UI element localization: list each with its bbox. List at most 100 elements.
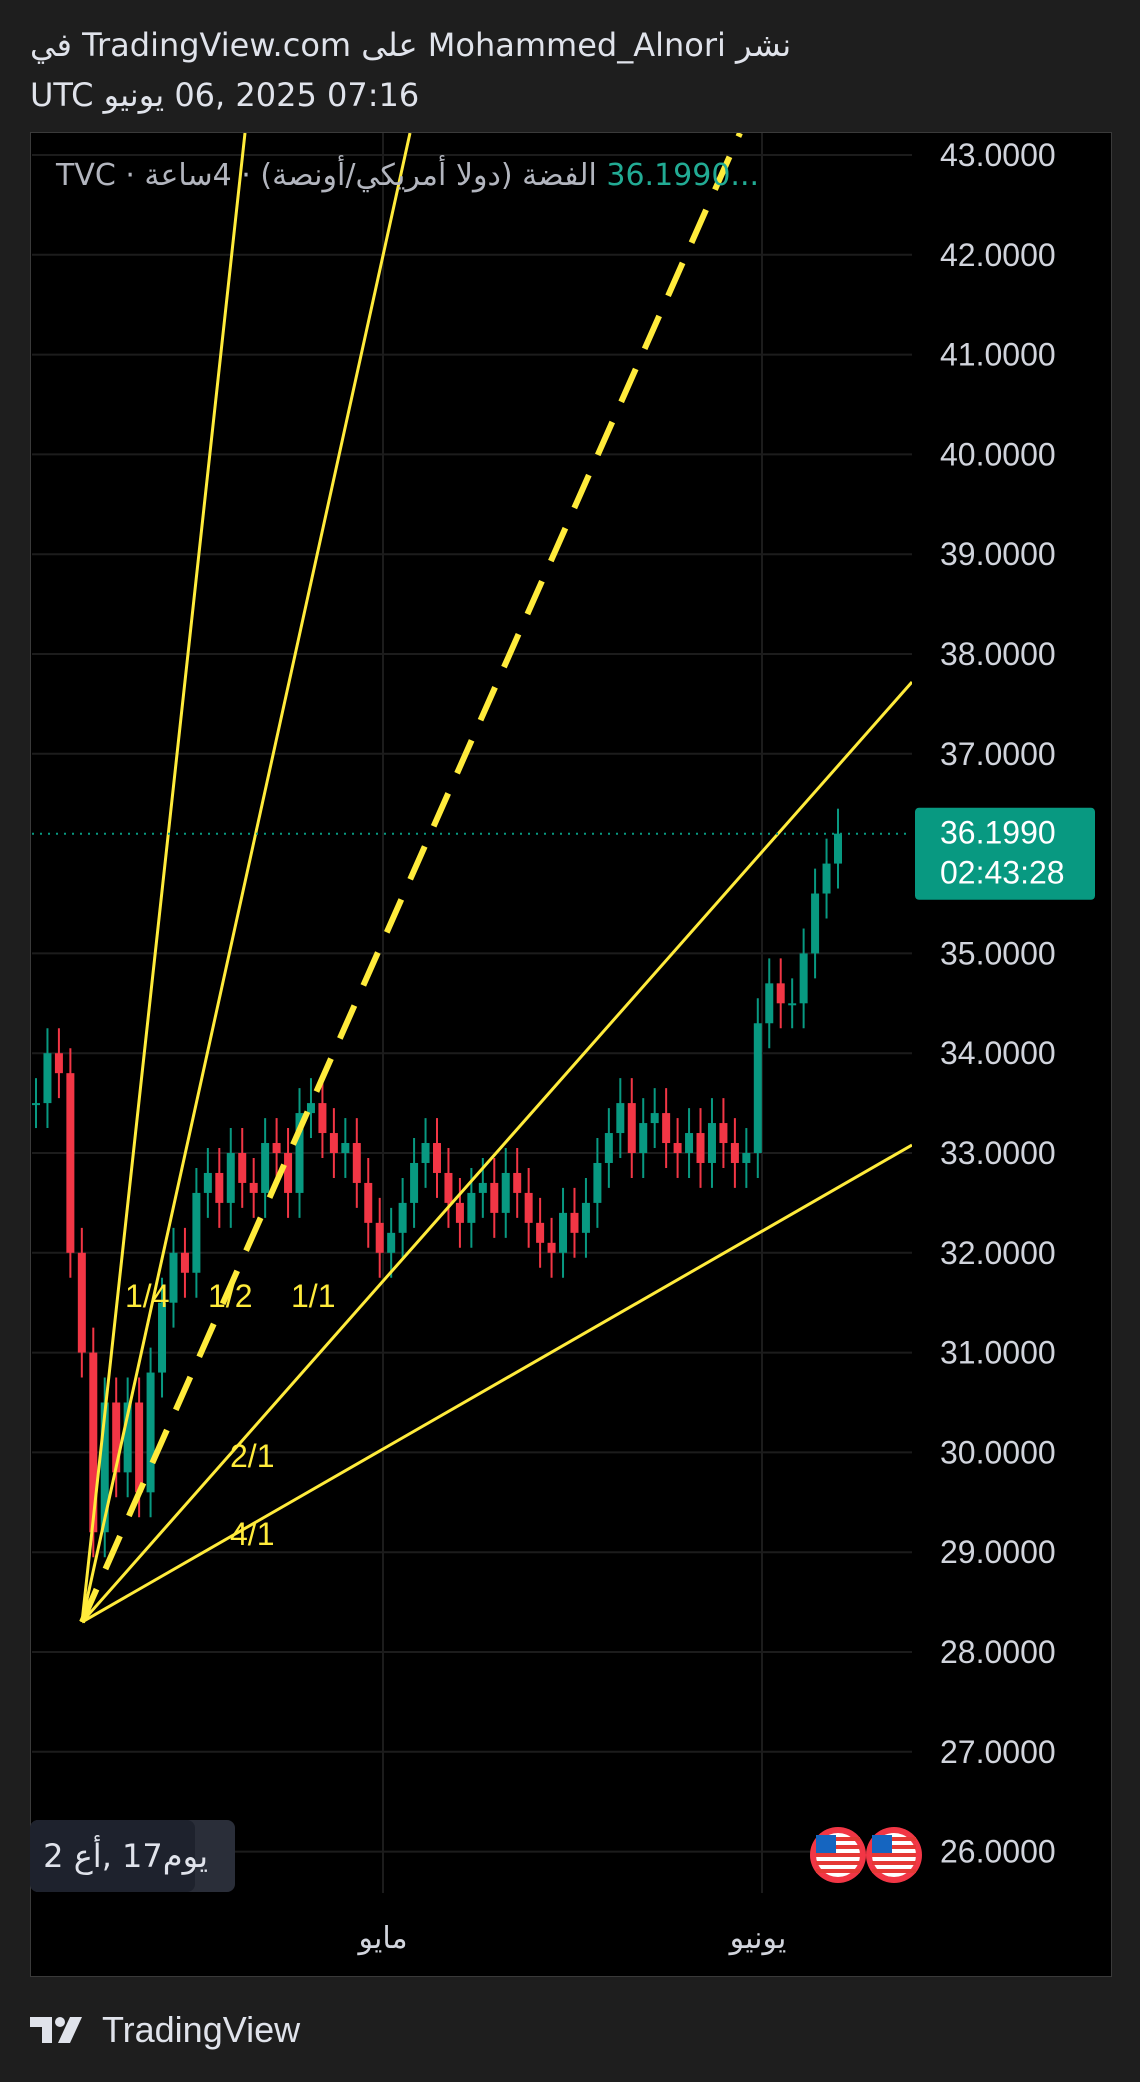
candle-body bbox=[203, 1172, 212, 1193]
candle-body bbox=[707, 1123, 716, 1163]
candle-body bbox=[559, 1212, 568, 1253]
y-tick-label: 43.0000 bbox=[940, 137, 1056, 173]
candle-body bbox=[180, 1252, 189, 1273]
candle-body bbox=[788, 1003, 797, 1006]
candle-body bbox=[433, 1143, 441, 1173]
x-tick-label: مايو bbox=[356, 1921, 407, 1956]
candle-body bbox=[604, 1133, 613, 1163]
y-tick-label: 26.0000 bbox=[940, 1834, 1056, 1870]
y-tick-label: 38.0000 bbox=[940, 636, 1056, 672]
candle-body bbox=[226, 1153, 235, 1203]
x-tick-label: يونيو bbox=[728, 1921, 787, 1956]
candle-body bbox=[593, 1162, 602, 1203]
candle-body bbox=[627, 1103, 636, 1153]
y-tick-label: 33.0000 bbox=[940, 1135, 1056, 1171]
candle-body bbox=[421, 1143, 430, 1163]
legend-symbol: الفضة (دولا أمريكي/أونصة) · 4ساعة · TVC bbox=[56, 158, 597, 193]
flag-stripe bbox=[872, 1869, 916, 1873]
fan-line-2-1 bbox=[81, 1143, 912, 1624]
y-tick-label: 35.0000 bbox=[940, 935, 1056, 971]
candle-body bbox=[673, 1143, 682, 1153]
fan-line-1-8 bbox=[80, 133, 247, 1623]
candle-body bbox=[822, 863, 831, 894]
candle-body bbox=[455, 1202, 464, 1223]
candle-body bbox=[306, 1103, 315, 1114]
candle-body bbox=[123, 1402, 132, 1473]
tradingview-logo-icon bbox=[30, 2017, 82, 2043]
candle-body bbox=[742, 1153, 751, 1163]
candle-body bbox=[215, 1172, 224, 1203]
candle-body bbox=[811, 893, 820, 954]
candle-body bbox=[318, 1103, 327, 1134]
candle-body bbox=[616, 1103, 625, 1134]
candle-body bbox=[513, 1172, 522, 1193]
candle-body bbox=[158, 1302, 167, 1373]
y-tick-label: 32.0000 bbox=[940, 1235, 1056, 1271]
legend-price: 36.1990... bbox=[606, 158, 760, 193]
candle-body bbox=[410, 1162, 419, 1203]
candle-body bbox=[685, 1133, 694, 1153]
candles-group bbox=[32, 133, 912, 1624]
footer-brand: TradingView bbox=[102, 2009, 301, 2050]
fan-label: 1/4 bbox=[125, 1278, 169, 1314]
fan-line-1-4 bbox=[80, 133, 412, 1623]
candle-body bbox=[146, 1372, 155, 1493]
y-tick-label: 34.0000 bbox=[940, 1035, 1056, 1071]
y-tick-label: 31.0000 bbox=[940, 1335, 1056, 1371]
candle-body bbox=[135, 1402, 144, 1493]
flag-stripe bbox=[816, 1861, 860, 1865]
candle-body bbox=[387, 1232, 396, 1253]
candle-body bbox=[478, 1182, 487, 1193]
fan-line-1-2 bbox=[79, 133, 743, 1624]
candle-body bbox=[524, 1192, 533, 1223]
flag-stripe bbox=[872, 1837, 916, 1841]
publisher-line: نشر Mohammed_Alnori على TradingView.com … bbox=[30, 26, 792, 64]
candle-body bbox=[570, 1212, 579, 1233]
candle-body bbox=[398, 1202, 407, 1233]
flag-stripe bbox=[816, 1837, 860, 1841]
candle-body bbox=[536, 1222, 545, 1243]
candle-body bbox=[43, 1053, 52, 1104]
candle-body bbox=[89, 1352, 98, 1533]
candle-body bbox=[54, 1053, 63, 1074]
candle-body bbox=[799, 953, 808, 1004]
candle-body bbox=[662, 1113, 671, 1144]
candle-body bbox=[261, 1143, 270, 1193]
candle-body bbox=[730, 1143, 739, 1163]
candle-body bbox=[352, 1143, 361, 1183]
candle-body bbox=[547, 1242, 556, 1253]
y-tick-label: 37.0000 bbox=[940, 736, 1056, 772]
last-price-value: 36.1990 bbox=[940, 815, 1056, 851]
fan-label: 2/1 bbox=[230, 1438, 274, 1474]
candle-body bbox=[112, 1402, 121, 1473]
flag-stripe bbox=[872, 1853, 916, 1857]
y-tick-label: 28.0000 bbox=[940, 1634, 1056, 1670]
publish-header: نشر Mohammed_Alnori على TradingView.com … bbox=[0, 0, 1140, 130]
fan-label: 1/2 bbox=[208, 1278, 252, 1314]
candle-body bbox=[295, 1113, 304, 1193]
candle-body bbox=[169, 1252, 178, 1303]
candle-body bbox=[765, 983, 774, 1024]
candle-body bbox=[776, 983, 785, 1004]
fan-line-1-1 bbox=[80, 681, 912, 1624]
candle-body bbox=[501, 1172, 510, 1213]
candle-body bbox=[249, 1182, 258, 1193]
last-price-badge bbox=[915, 807, 1095, 900]
candle-body bbox=[341, 1143, 350, 1153]
candle-body bbox=[467, 1192, 476, 1223]
flag-stripe bbox=[872, 1861, 916, 1865]
y-tick-label: 27.0000 bbox=[940, 1734, 1056, 1770]
us-flag-icon bbox=[866, 1827, 922, 1883]
y-tick-label: 30.0000 bbox=[940, 1434, 1056, 1470]
chart-legend[interactable]: الفضة (دولا أمريكي/أونصة) · 4ساعة · TVC … bbox=[56, 158, 759, 193]
flag-stripe bbox=[816, 1853, 860, 1857]
candle-body bbox=[364, 1182, 373, 1223]
flag-stripe bbox=[816, 1845, 860, 1849]
candle-body bbox=[329, 1133, 338, 1153]
candle-body bbox=[100, 1402, 109, 1533]
flag-canton bbox=[872, 1835, 892, 1853]
countdown-timer: 02:43:28 bbox=[940, 855, 1065, 891]
publish-date: 07:16 2025 ,06 يونيو UTC bbox=[30, 76, 420, 114]
candle-body bbox=[192, 1192, 201, 1273]
